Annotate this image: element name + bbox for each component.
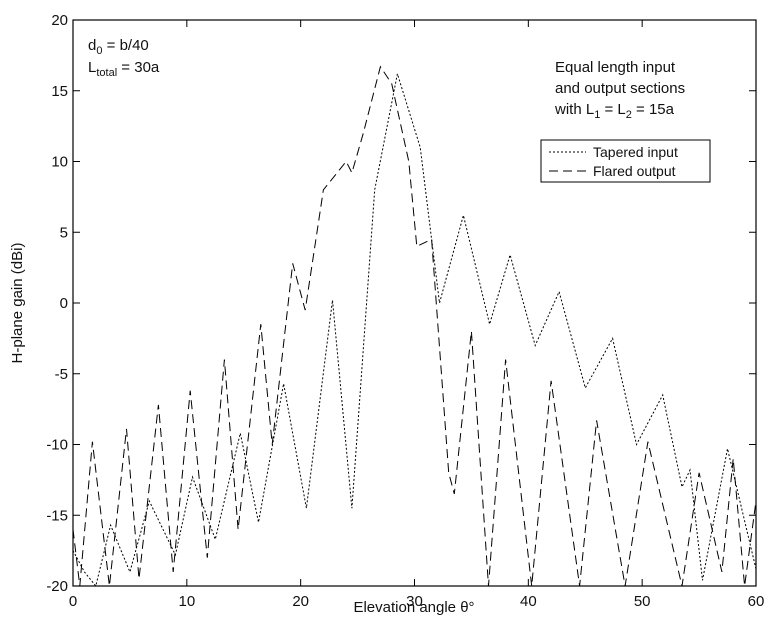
y-tick-label: -15 bbox=[46, 507, 68, 524]
y-tick-label: -10 bbox=[46, 437, 68, 454]
annotation-part: d bbox=[88, 37, 96, 54]
annotation-part: = 15a bbox=[632, 101, 675, 118]
annotation-part: 2 bbox=[626, 109, 632, 121]
y-tick-label: -5 bbox=[55, 366, 68, 383]
x-tick-label: 10 bbox=[178, 593, 195, 610]
x-tick-label: 20 bbox=[292, 593, 309, 610]
y-tick-label: 10 bbox=[51, 154, 68, 171]
annotation: Equal length input bbox=[555, 59, 676, 76]
series-line bbox=[72, 65, 757, 587]
annotation-part: with L bbox=[554, 101, 594, 118]
annotation-part: = L bbox=[600, 101, 625, 118]
x-axis-label: Elevation angle θ° bbox=[353, 599, 474, 616]
annotation-part: = b/40 bbox=[102, 37, 148, 54]
annotation: with L1 = L2 = 15a bbox=[554, 101, 675, 121]
annotation-part: L bbox=[88, 59, 96, 76]
annotation-part: = 30a bbox=[117, 59, 160, 76]
annotation-part: total bbox=[96, 67, 117, 79]
annotation-part: 0 bbox=[96, 45, 102, 57]
x-tick-label: 40 bbox=[520, 593, 537, 610]
x-tick-label: 0 bbox=[69, 593, 77, 610]
legend-box bbox=[540, 139, 711, 183]
series-line bbox=[72, 73, 757, 588]
legend-label: Tapered input bbox=[593, 144, 678, 160]
x-tick-label: 30 bbox=[406, 593, 423, 610]
y-tick-label: -20 bbox=[46, 578, 68, 595]
annotation: and output sections bbox=[555, 80, 685, 97]
y-tick-label: 20 bbox=[51, 12, 68, 29]
y-axis-label: H-plane gain (dBi) bbox=[9, 243, 26, 364]
y-tick-label: 0 bbox=[60, 295, 68, 312]
annotation: d0 = b/40 bbox=[88, 37, 149, 57]
annotation-part: Equal length input bbox=[555, 59, 676, 76]
x-tick-label: 50 bbox=[634, 593, 651, 610]
annotation-part: and output sections bbox=[555, 80, 685, 97]
x-tick-label: 60 bbox=[748, 593, 765, 610]
legend-label: Flared output bbox=[593, 163, 676, 179]
y-tick-label: 15 bbox=[51, 83, 68, 100]
annotation: Ltotal = 30a bbox=[88, 59, 160, 79]
annotation-part: 1 bbox=[594, 109, 600, 121]
y-tick-label: 5 bbox=[60, 224, 68, 241]
